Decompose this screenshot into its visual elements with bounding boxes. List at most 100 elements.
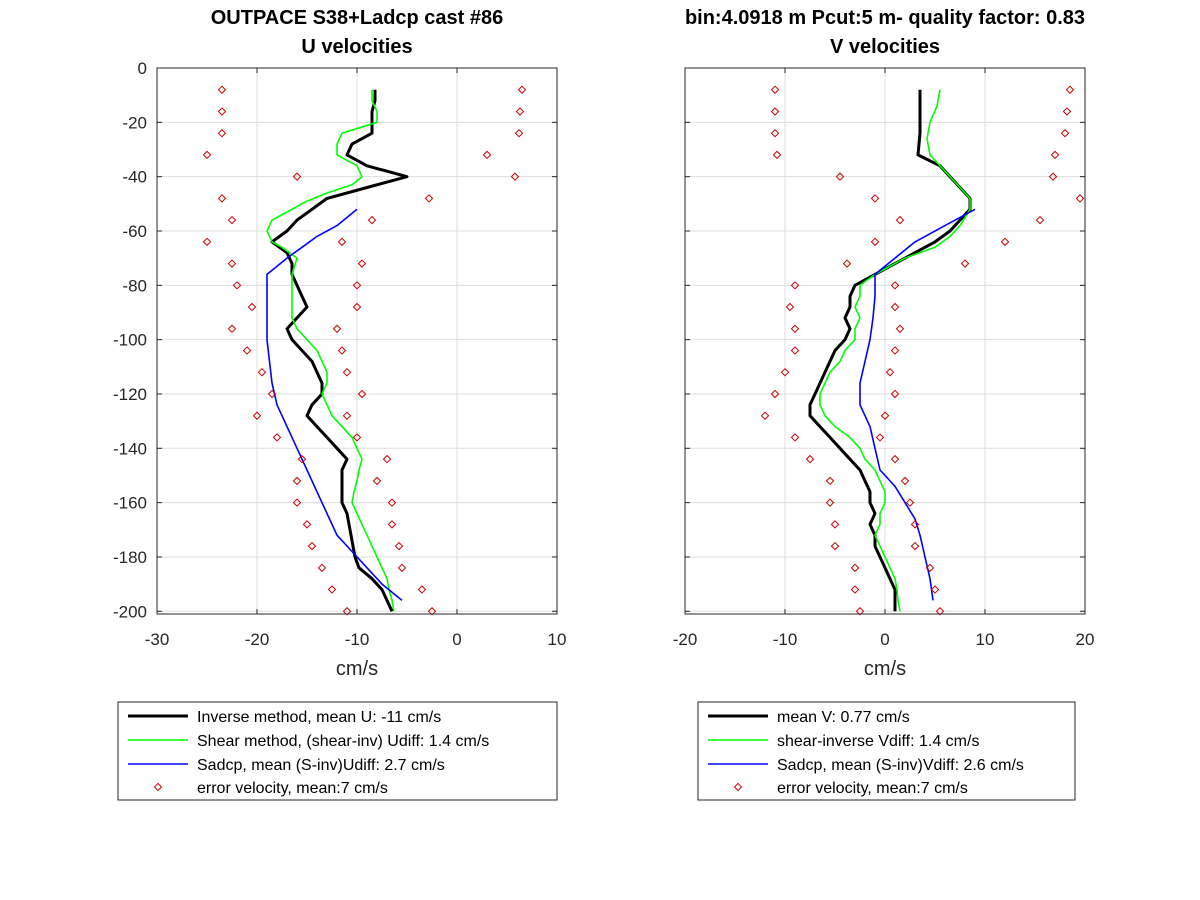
v-x-tick-label: -10: [773, 630, 798, 649]
v-error-velocity-point: [780, 367, 790, 377]
u-error-velocity-point: [342, 607, 352, 616]
v-error-velocity-point: [842, 259, 852, 268]
v-error-velocity-point: [910, 520, 920, 529]
v-error-velocity-point: [1075, 194, 1085, 203]
v-error-velocity-point: [825, 476, 835, 486]
v-error-velocity-point: [825, 498, 835, 507]
v-error-velocity-point: [930, 585, 940, 594]
u-error-velocity-point: [227, 324, 237, 334]
u-legend-error-label: error velocity, mean:7 cm/s: [197, 780, 388, 797]
u-y-tick-label: -180: [113, 548, 147, 567]
v-error-velocity-point: [835, 172, 845, 181]
v-error-velocity-point: [790, 433, 800, 442]
u-sadcp-line: [266, 208, 403, 602]
v-error-velocity-point: [855, 607, 865, 616]
v-error-velocity-point: [890, 346, 900, 355]
u-error-velocity-point: [242, 346, 252, 355]
u-error-velocity-point: [342, 367, 352, 377]
u-error-velocity-point: [202, 150, 212, 160]
v-legend-box: [697, 701, 1076, 801]
u-error-velocity-point: [267, 389, 277, 399]
u-error-velocity-point: [227, 215, 237, 225]
v-error-velocity-point: [790, 324, 800, 334]
v-error-velocity-point: [935, 607, 945, 616]
v-error-velocity-point: [805, 454, 815, 464]
v-error-velocity-point: [770, 107, 780, 116]
u-error-velocity-point: [357, 389, 367, 399]
v-x-tick-label: 10: [976, 630, 995, 649]
u-error-velocity-point: [257, 367, 267, 377]
v-error-velocity-point: [770, 85, 780, 94]
u-y-tick-label: -120: [113, 385, 147, 404]
u-error-velocity-point: [397, 563, 407, 573]
u-error-velocity-point: [510, 172, 520, 181]
v-error-velocity-point: [870, 194, 880, 203]
u-legend-inverse-label: Inverse method, mean U: -11 cm/s: [197, 709, 441, 726]
v-error-velocity-point: [1048, 172, 1058, 181]
v-legend-error-label: error velocity, mean:7 cm/s: [777, 780, 968, 797]
u-error-velocity-point: [292, 476, 302, 486]
u-x-tick-label: -10: [345, 630, 370, 649]
u-error-velocity-point: [342, 411, 352, 420]
v-tick-labels: -20 -10 0 10 20: [673, 67, 1094, 649]
v-error-velocity-point: [770, 128, 780, 138]
u-x-tick-label: 0: [452, 630, 461, 649]
u-legend-sadcp-label: Sadcp, mean (S-inv)Udiff: 2.7 cm/s: [197, 757, 445, 774]
u-y-tick-label: -160: [113, 494, 147, 513]
u-x-tick-label: -30: [145, 630, 170, 649]
v-error-velocity-point: [760, 411, 770, 420]
v-error-velocity-point: [895, 324, 905, 334]
u-error-velocity-point: [352, 281, 362, 290]
u-error-velocity-point: [352, 433, 362, 442]
u-legend: Inverse method, mean U: -11 cm/s Shear m…: [117, 701, 558, 801]
v-error-velocity-point: [960, 259, 970, 268]
v-error-velocity-point: [1062, 107, 1072, 116]
v-chart-subtitle: V velocities: [830, 36, 940, 58]
u-y-tick-label: 0: [138, 59, 147, 78]
u-chart-subtitle: U velocities: [301, 36, 412, 58]
u-y-tick-label: -80: [122, 276, 147, 295]
v-error-velocity-point: [1050, 150, 1060, 160]
v-error-velocity-point: [900, 476, 910, 486]
u-error-velocity-point: [217, 128, 227, 138]
v-error-velocity-point: [890, 389, 900, 399]
u-error-velocity-point: [352, 302, 362, 312]
v-error-velocity-point: [890, 302, 900, 312]
u-error-velocity-point: [227, 259, 237, 268]
u-error-velocity-point: [337, 237, 347, 247]
v-shear-line: [819, 89, 971, 612]
v-x-tick-label: 0: [880, 630, 889, 649]
v-error-velocity-point: [830, 541, 840, 551]
v-error-velocity-point: [1065, 85, 1075, 94]
u-y-tick-label: -140: [113, 439, 147, 458]
v-error-velocity-point: [880, 411, 890, 420]
v-x-axis-label: cm/s: [864, 658, 906, 680]
u-y-tick-label: -100: [113, 331, 147, 350]
u-error-velocity-point: [337, 346, 347, 355]
u-error-velocity-point: [232, 281, 242, 290]
u-error-velocity-point: [387, 498, 397, 507]
u-legend-box: [117, 701, 558, 801]
v-legend-mean-label: mean V: 0.77 cm/s: [777, 709, 910, 726]
u-x-tick-label: -20: [245, 630, 270, 649]
u-error-velocity-point: [217, 107, 227, 116]
u-error-velocity-point: [394, 541, 404, 551]
u-error-velocity-point: [272, 433, 282, 442]
u-tick-labels: -30 -20 -10 0 100-20-40-60-80-100-120-140-16…: [113, 59, 566, 649]
u-error-velocity-point: [417, 585, 427, 594]
u-error-velocity-point: [217, 194, 227, 203]
u-error-velocity-point: [302, 520, 312, 529]
u-error-velocity-point: [217, 85, 227, 94]
u-shear-line: [266, 89, 395, 612]
v-error-velocity-point: [790, 346, 800, 355]
u-inverse-line: [270, 89, 409, 612]
u-legend-error-marker: [153, 782, 163, 792]
u-error-velocity-point: [427, 607, 437, 616]
v-error-velocity-point: [1035, 215, 1045, 225]
u-legend-shear-label: Shear method, (shear-inv) Udiff: 1.4 cm/…: [197, 733, 489, 750]
u-error-velocity-point: [514, 128, 524, 138]
v-error-velocity-point: [770, 389, 780, 399]
v-error-velocity-point: [925, 563, 935, 573]
v-error-velocity-point: [850, 563, 860, 573]
